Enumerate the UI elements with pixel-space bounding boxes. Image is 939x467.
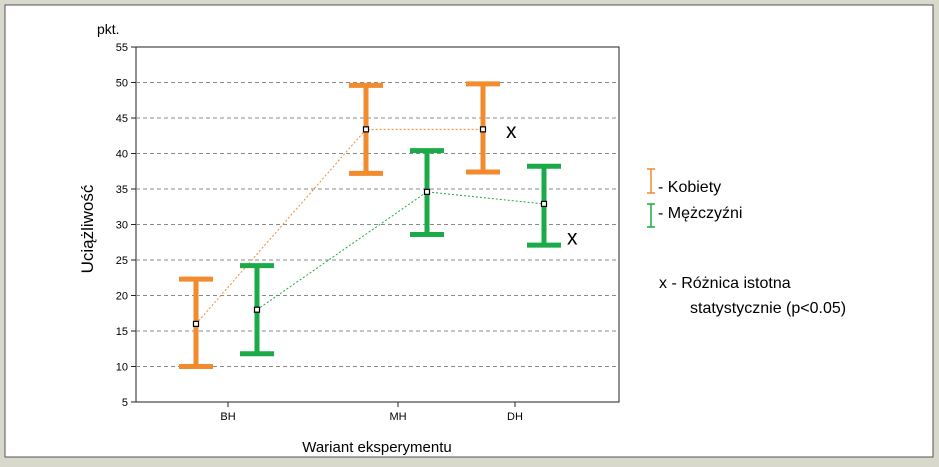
y-axis-title: Uciążliwość (78, 184, 97, 273)
mean-point-kobiety-MH (362, 126, 370, 133)
x-tick-label-DH: DH (507, 411, 523, 423)
mean-point-mezczyzni-DH (540, 200, 548, 208)
y-tick-label-40: 40 (116, 149, 128, 161)
x-tick-label-BH: BH (220, 411, 235, 423)
series-layer (179, 81, 561, 369)
y-tick-label-5: 5 (122, 397, 128, 409)
y-tick-label-35: 35 (116, 184, 128, 196)
legend-swatch-kobiety (647, 168, 655, 194)
y-tick-label-30: 30 (116, 220, 128, 232)
x-tick-label-MH: MH (389, 411, 406, 423)
x-axis: BH MH DH (220, 402, 523, 423)
y-tick-label-15: 15 (116, 326, 128, 338)
significance-markers: xx (506, 120, 578, 250)
y-tick-label-55: 55 (116, 42, 128, 54)
y-tick-label-20: 20 (116, 291, 128, 303)
significance-note-line1: x - Różnica istotna (659, 275, 791, 292)
x-axis-title: Wariant eksperymentu (302, 439, 452, 456)
y-axis: 5 10 15 20 25 30 35 40 45 50 55 (116, 42, 136, 409)
unit-label: pkt. (97, 21, 120, 37)
mean-line-mezczyzni (256, 191, 545, 311)
significance-note-line2: statystycznie (p<0.05) (690, 300, 846, 317)
significance-marker-1: x (567, 227, 578, 250)
legend: - Kobiety - Mężczyźni (647, 168, 742, 228)
y-tick-label-10: 10 (116, 362, 128, 374)
mean-point-kobiety-DH (479, 126, 487, 133)
figure-background (4, 4, 934, 458)
legend-swatch-mezczyzni (647, 203, 655, 228)
grid-lines (136, 82, 619, 367)
mean-point-kobiety-BH (192, 320, 200, 327)
legend-label-kobiety: - Kobiety (658, 179, 721, 196)
mean-point-mezczyzni-BH (253, 306, 261, 313)
y-tick-label-50: 50 (116, 78, 128, 90)
y-tick-label-25: 25 (116, 255, 128, 267)
mean-point-mezczyzni-MH (423, 188, 431, 195)
mean-line-kobiety (195, 128, 483, 325)
legend-label-mezczyzni: - Mężczyźni (658, 205, 742, 222)
significance-marker-0: x (506, 120, 517, 143)
y-tick-label-45: 45 (116, 113, 128, 125)
